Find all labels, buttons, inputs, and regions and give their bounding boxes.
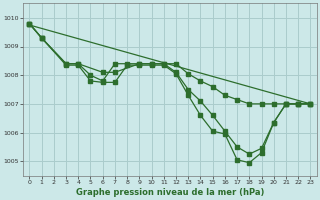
X-axis label: Graphe pression niveau de la mer (hPa): Graphe pression niveau de la mer (hPa) bbox=[76, 188, 264, 197]
